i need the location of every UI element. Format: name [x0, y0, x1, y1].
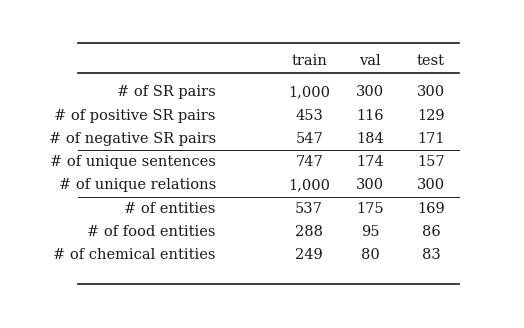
Text: 116: 116 — [356, 109, 384, 123]
Text: 547: 547 — [296, 132, 323, 146]
Text: 300: 300 — [356, 85, 384, 99]
Text: 300: 300 — [356, 178, 384, 192]
Text: 86: 86 — [422, 225, 440, 239]
Text: 537: 537 — [295, 202, 323, 215]
Text: # of unique sentences: # of unique sentences — [50, 155, 216, 169]
Text: train: train — [291, 54, 327, 68]
Text: 174: 174 — [356, 155, 384, 169]
Text: # of entities: # of entities — [124, 202, 216, 215]
Text: 95: 95 — [361, 225, 379, 239]
Text: 80: 80 — [361, 248, 379, 262]
Text: 747: 747 — [296, 155, 323, 169]
Text: test: test — [417, 54, 445, 68]
Text: 157: 157 — [417, 155, 445, 169]
Text: # of unique relations: # of unique relations — [59, 178, 216, 192]
Text: 184: 184 — [356, 132, 384, 146]
Text: 300: 300 — [417, 178, 445, 192]
Text: 300: 300 — [417, 85, 445, 99]
Text: 1,000: 1,000 — [288, 85, 330, 99]
Text: 83: 83 — [422, 248, 440, 262]
Text: # of positive SR pairs: # of positive SR pairs — [54, 109, 216, 123]
Text: 1,000: 1,000 — [288, 178, 330, 192]
Text: # of chemical entities: # of chemical entities — [53, 248, 216, 262]
Text: 249: 249 — [296, 248, 323, 262]
Text: 171: 171 — [417, 132, 445, 146]
Text: # of SR pairs: # of SR pairs — [117, 85, 216, 99]
Text: # of food entities: # of food entities — [88, 225, 216, 239]
Text: 453: 453 — [295, 109, 323, 123]
Text: # of negative SR pairs: # of negative SR pairs — [49, 132, 216, 146]
Text: 288: 288 — [295, 225, 323, 239]
Text: 169: 169 — [417, 202, 445, 215]
Text: 175: 175 — [356, 202, 384, 215]
Text: val: val — [359, 54, 381, 68]
Text: 129: 129 — [417, 109, 445, 123]
